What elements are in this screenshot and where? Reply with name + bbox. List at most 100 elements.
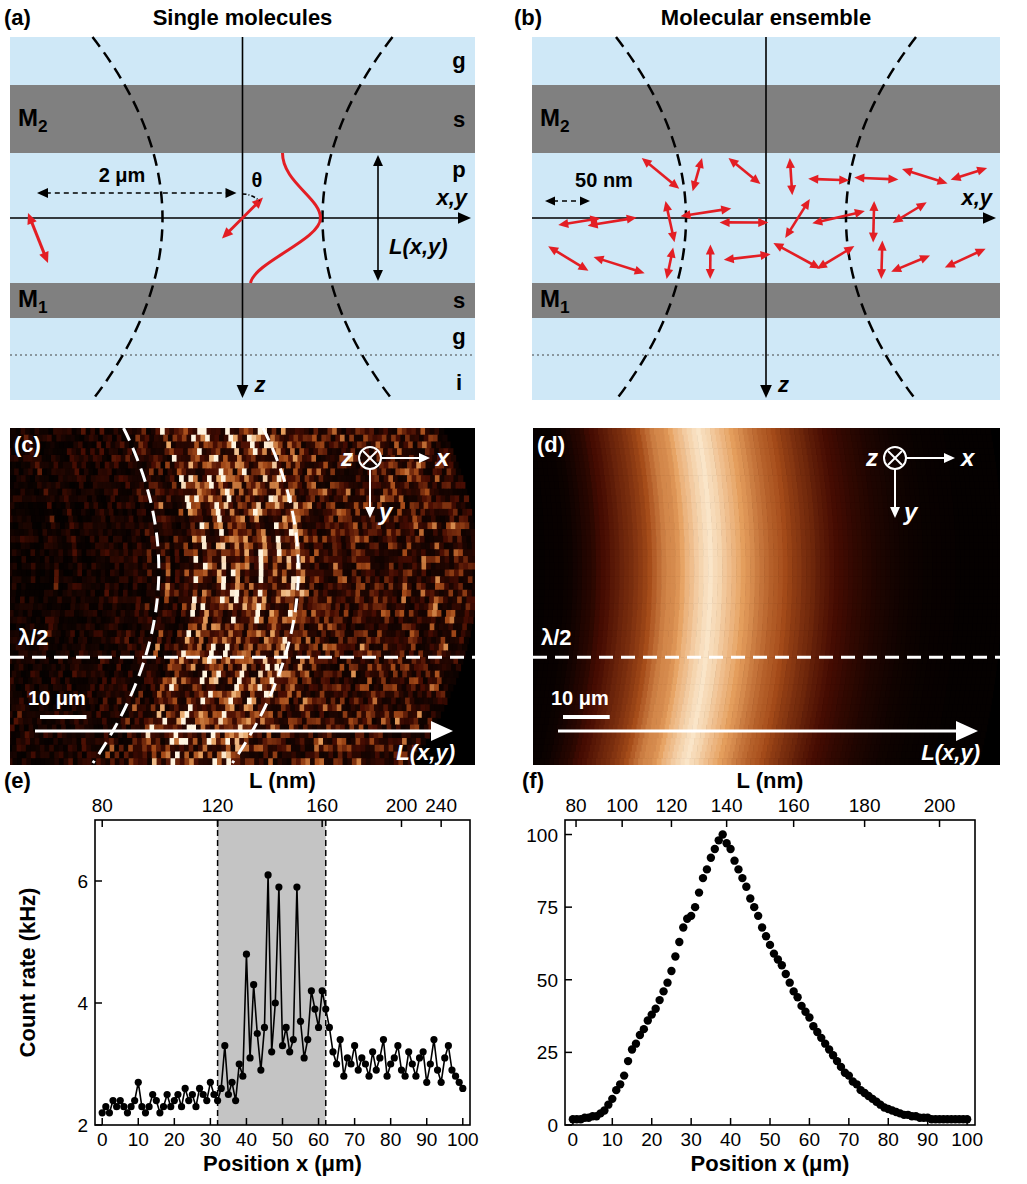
map-pixel <box>304 489 309 496</box>
map-pixel <box>77 549 82 556</box>
map-pixel <box>128 462 133 469</box>
map-pixel <box>9 468 14 475</box>
map-pixel <box>267 489 272 496</box>
map-pixel <box>453 543 458 550</box>
map-pixel <box>407 543 412 550</box>
map-pixel <box>177 482 182 489</box>
map-pixel <box>141 448 146 455</box>
map-pixel <box>75 529 80 536</box>
map-pixel <box>111 522 116 529</box>
map-pixel <box>264 441 269 448</box>
map-pixel <box>422 495 427 502</box>
map-pixel <box>414 482 419 489</box>
map-pixel <box>21 549 26 556</box>
map-pixel <box>207 428 212 435</box>
map-pixel <box>39 489 44 496</box>
map-pixel <box>141 509 146 516</box>
map-pixel <box>80 536 85 543</box>
map-pixel <box>52 502 57 509</box>
map-pixel <box>76 509 81 516</box>
map-pixel <box>327 448 332 455</box>
map-pixel <box>240 549 245 556</box>
map-pixel <box>225 489 230 496</box>
map-pixel <box>279 522 284 529</box>
map-pixel <box>191 435 196 442</box>
map-pixel <box>283 522 288 529</box>
map-pixel <box>0 468 1 475</box>
map-pixel <box>169 428 174 435</box>
map-pixel <box>21 462 26 469</box>
map-pixel <box>425 536 430 543</box>
map-pixel <box>184 549 189 556</box>
map-pixel <box>189 549 194 556</box>
map-pixel <box>273 495 278 502</box>
map-pixel <box>95 428 100 435</box>
map-pixel <box>274 482 279 489</box>
map-pixel <box>0 475 3 482</box>
map-pixel <box>442 502 447 509</box>
map-pixel <box>160 448 165 455</box>
map-pixel <box>248 536 253 543</box>
map-pixel <box>187 529 192 536</box>
map-pixel <box>32 482 37 489</box>
map-pixel <box>272 475 277 482</box>
map-pixel <box>471 536 476 543</box>
map-pixel <box>233 468 238 475</box>
map-pixel <box>209 522 214 529</box>
map-pixel <box>42 529 47 536</box>
map-pixel <box>337 509 342 516</box>
map-pixel <box>146 448 151 455</box>
map-pixel <box>400 502 405 509</box>
map-pixel <box>97 441 102 448</box>
map-pixel <box>216 475 221 482</box>
map-pixel <box>374 428 379 435</box>
map-pixel <box>67 543 72 550</box>
map-pixel <box>35 475 40 482</box>
map-pixel <box>453 489 458 496</box>
map-pixel <box>173 502 178 509</box>
map-pixel <box>220 509 225 516</box>
map-pixel <box>174 509 179 516</box>
map-pixel <box>154 435 159 442</box>
map-pixel <box>308 529 313 536</box>
map-pixel <box>325 482 330 489</box>
map-pixel <box>100 509 105 516</box>
map-pixel <box>14 468 19 475</box>
map-pixel <box>23 468 28 475</box>
map-pixel <box>163 455 168 462</box>
map-pixel <box>305 516 310 523</box>
map-pixel <box>354 502 359 509</box>
map-pixel <box>54 549 59 556</box>
map-pixel <box>7 549 12 556</box>
map-pixel <box>105 475 110 482</box>
map-pixel <box>400 522 405 529</box>
map-pixel <box>125 522 130 529</box>
map-pixel <box>5 468 10 475</box>
map-pixel <box>409 482 414 489</box>
map-pixel <box>60 482 65 489</box>
map-pixel <box>464 516 469 523</box>
map-pixel <box>442 435 447 442</box>
map-pixel <box>91 475 96 482</box>
map-pixel <box>143 441 148 448</box>
map-pixel <box>137 543 142 550</box>
map-pixel <box>211 448 216 455</box>
map-pixel <box>313 489 318 496</box>
map-pixel <box>7 509 12 516</box>
map-pixel <box>262 509 267 516</box>
map-pixel <box>186 468 191 475</box>
map-pixel <box>249 475 254 482</box>
map-pixel <box>334 522 339 529</box>
map-pixel <box>365 428 370 435</box>
label-sub: 2 <box>560 116 570 136</box>
map-pixel <box>131 502 136 509</box>
map-pixel <box>198 475 203 482</box>
map-pixel <box>315 516 320 523</box>
map-pixel <box>324 495 329 502</box>
map-pixel <box>263 462 268 469</box>
map-pixel <box>406 509 411 516</box>
map-pixel <box>397 448 402 455</box>
map-pixel <box>267 543 272 550</box>
map-pixel <box>4 455 9 462</box>
map-pixel <box>239 428 244 435</box>
